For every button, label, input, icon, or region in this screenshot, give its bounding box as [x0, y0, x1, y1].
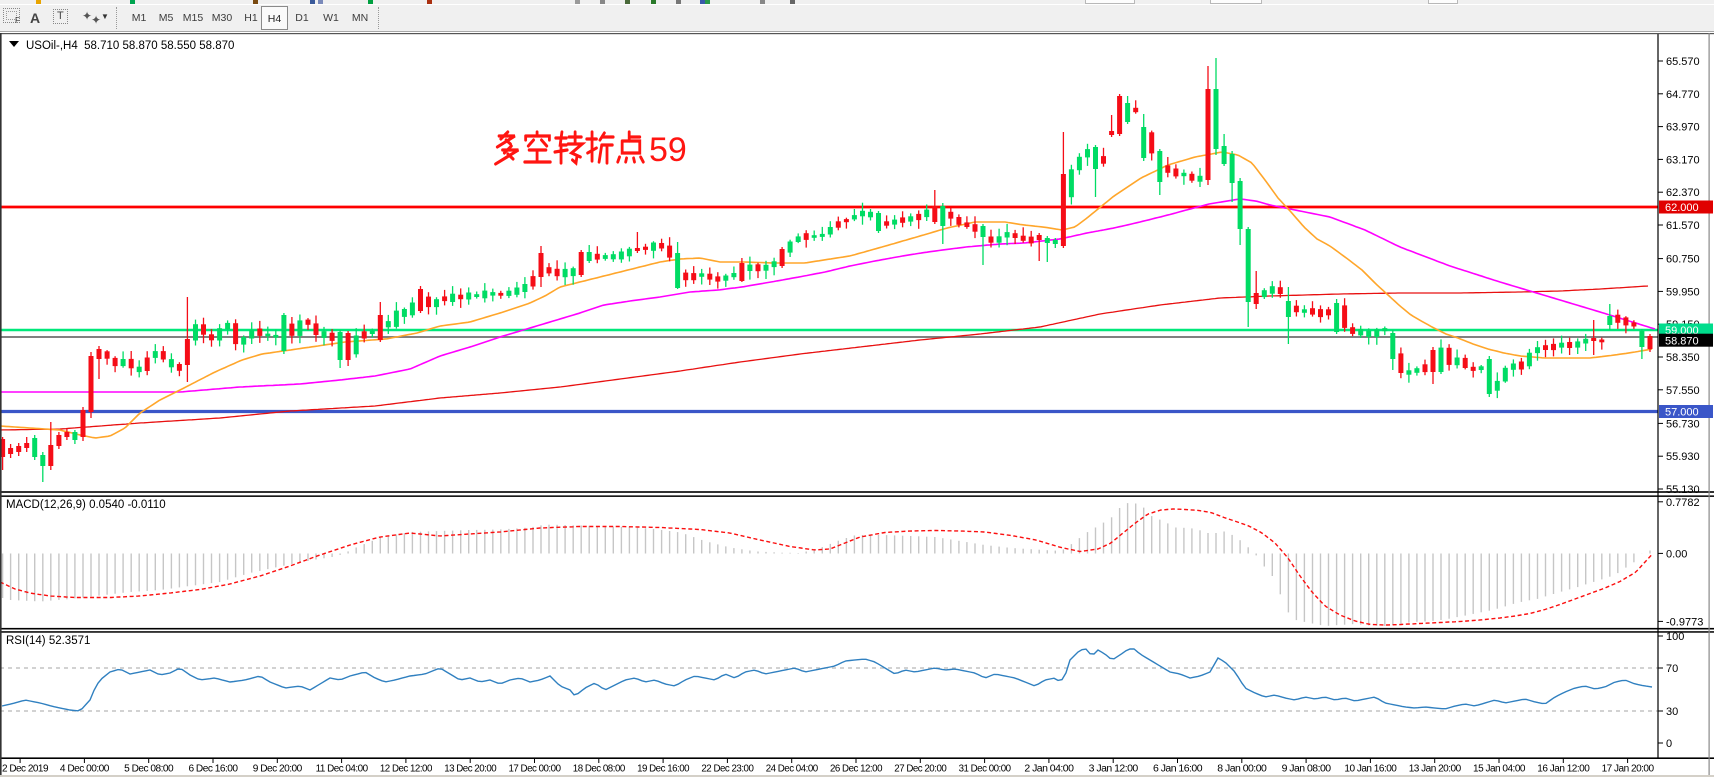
- svg-text:65.570: 65.570: [1666, 56, 1700, 68]
- svg-text:62.370: 62.370: [1666, 187, 1700, 199]
- svg-text:USOil-,H4 58.710 58.870 58.55: USOil-,H4 58.710 58.870 58.550 58.870: [26, 40, 234, 52]
- svg-text:58.350: 58.350: [1666, 352, 1700, 364]
- svg-text:0.7782: 0.7782: [1666, 497, 1700, 509]
- svg-text:9 Dec 20:00: 9 Dec 20:00: [253, 764, 303, 775]
- svg-text:31 Dec 00:00: 31 Dec 00:00: [959, 764, 1012, 775]
- svg-text:17 Jan 20:00: 17 Jan 20:00: [1602, 764, 1655, 775]
- svg-text:3 Jan 12:00: 3 Jan 12:00: [1089, 764, 1139, 775]
- svg-text:5 Dec 08:00: 5 Dec 08:00: [124, 764, 174, 775]
- svg-text:56.730: 56.730: [1666, 418, 1700, 430]
- svg-text:58.870: 58.870: [1665, 335, 1699, 347]
- svg-text:9 Jan 08:00: 9 Jan 08:00: [1282, 764, 1332, 775]
- svg-text:MACD(12,26,9) 0.0540 -0.0110: MACD(12,26,9) 0.0540 -0.0110: [6, 499, 166, 511]
- svg-text:11 Dec 04:00: 11 Dec 04:00: [316, 764, 369, 775]
- svg-text:2 Dec 2019: 2 Dec 2019: [2, 764, 49, 775]
- svg-text:55.930: 55.930: [1666, 451, 1700, 463]
- svg-text:RSI(14) 52.3571: RSI(14) 52.3571: [6, 635, 90, 647]
- svg-text:2 Jan 04:00: 2 Jan 04:00: [1024, 764, 1074, 775]
- svg-text:10 Jan 16:00: 10 Jan 16:00: [1344, 764, 1397, 775]
- svg-text:4 Dec 00:00: 4 Dec 00:00: [60, 764, 110, 775]
- svg-text:100: 100: [1666, 631, 1684, 643]
- svg-text:16 Jan 12:00: 16 Jan 12:00: [1537, 764, 1590, 775]
- svg-text:57.000: 57.000: [1665, 407, 1699, 419]
- svg-text:59: 59: [649, 131, 687, 169]
- svg-text:-0.9773: -0.9773: [1666, 616, 1703, 628]
- svg-text:61.570: 61.570: [1666, 220, 1700, 232]
- svg-text:15 Jan 04:00: 15 Jan 04:00: [1473, 764, 1526, 775]
- svg-text:22 Dec 23:00: 22 Dec 23:00: [701, 764, 754, 775]
- svg-text:26 Dec 12:00: 26 Dec 12:00: [830, 764, 883, 775]
- svg-text:13 Jan 20:00: 13 Jan 20:00: [1409, 764, 1462, 775]
- svg-text:63.970: 63.970: [1666, 122, 1700, 134]
- svg-text:18 Dec 08:00: 18 Dec 08:00: [573, 764, 626, 775]
- svg-text:8 Jan 00:00: 8 Jan 00:00: [1217, 764, 1267, 775]
- svg-text:0.00: 0.00: [1666, 548, 1687, 560]
- svg-text:60.750: 60.750: [1666, 254, 1700, 266]
- svg-text:55.130: 55.130: [1666, 484, 1700, 496]
- svg-text:0: 0: [1666, 738, 1672, 750]
- svg-text:19 Dec 16:00: 19 Dec 16:00: [637, 764, 690, 775]
- svg-text:17 Dec 00:00: 17 Dec 00:00: [509, 764, 562, 775]
- svg-text:57.550: 57.550: [1666, 385, 1700, 397]
- svg-text:12 Dec 12:00: 12 Dec 12:00: [380, 764, 433, 775]
- svg-text:62.000: 62.000: [1665, 202, 1699, 214]
- svg-text:6 Dec 16:00: 6 Dec 16:00: [189, 764, 239, 775]
- svg-text:63.170: 63.170: [1666, 154, 1700, 166]
- svg-text:6 Jan 16:00: 6 Jan 16:00: [1153, 764, 1203, 775]
- svg-text:64.770: 64.770: [1666, 89, 1700, 101]
- svg-text:70: 70: [1666, 663, 1678, 675]
- svg-text:59.950: 59.950: [1666, 286, 1700, 298]
- svg-text:30: 30: [1666, 706, 1678, 718]
- svg-text:13 Dec 20:00: 13 Dec 20:00: [444, 764, 497, 775]
- svg-text:27 Dec 20:00: 27 Dec 20:00: [894, 764, 947, 775]
- svg-text:24 Dec 04:00: 24 Dec 04:00: [766, 764, 819, 775]
